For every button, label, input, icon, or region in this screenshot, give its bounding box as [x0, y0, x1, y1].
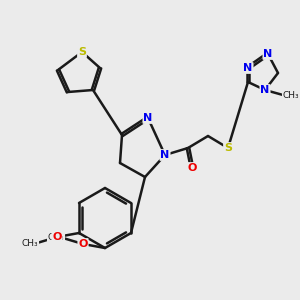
Text: O: O [187, 163, 197, 173]
Text: N: N [243, 63, 253, 73]
Text: S: S [224, 143, 232, 153]
Text: N: N [160, 150, 169, 160]
Text: CH₃: CH₃ [22, 238, 38, 247]
Text: N: N [260, 85, 270, 95]
Text: N: N [143, 113, 153, 123]
Text: O: O [52, 232, 62, 242]
Text: CH₃: CH₃ [48, 233, 64, 242]
Text: O: O [78, 239, 88, 249]
Text: N: N [263, 49, 273, 59]
Text: CH₃: CH₃ [283, 91, 299, 100]
Text: S: S [78, 47, 86, 57]
